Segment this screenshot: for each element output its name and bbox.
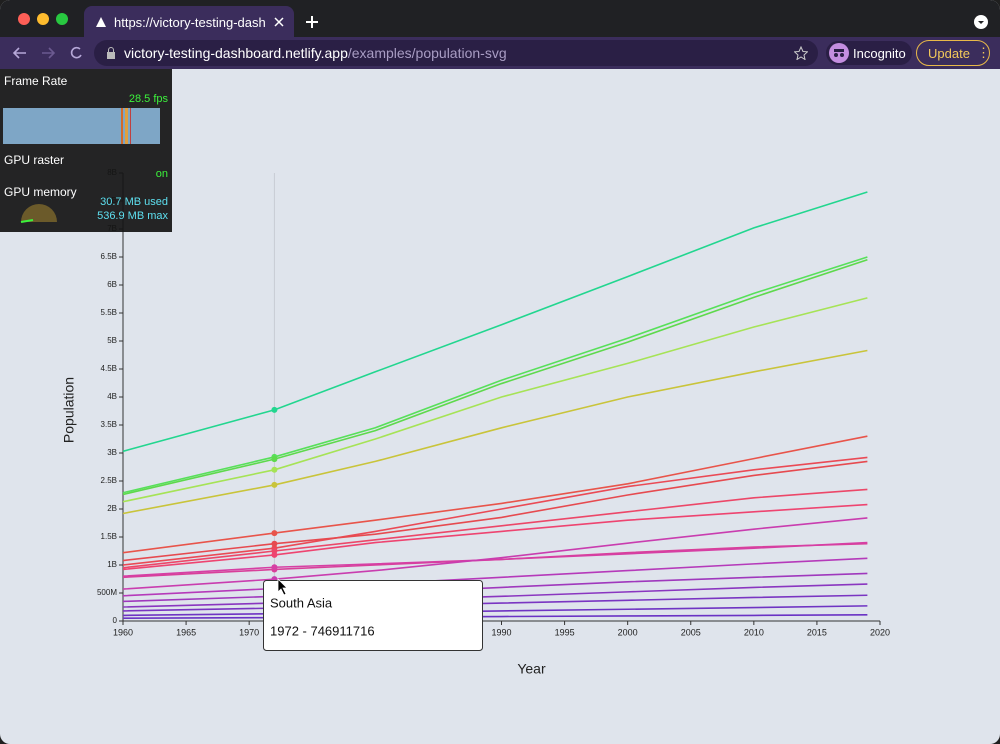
hover-point	[271, 406, 278, 413]
hover-point	[271, 564, 278, 571]
update-button[interactable]: Update ⋮	[916, 40, 990, 66]
series-line	[122, 605, 868, 617]
hover-point	[271, 551, 278, 558]
toolbar: victory-testing-dashboard.netlify.app/ex…	[0, 37, 1000, 69]
hover-point	[271, 540, 278, 547]
tab-close[interactable]	[274, 17, 284, 27]
mouse-cursor	[277, 578, 288, 596]
x-tick-label: 1990	[491, 627, 511, 637]
gpu-raster-value: on	[155, 168, 168, 180]
y-axis-title: Population	[61, 377, 77, 443]
x-tick-label: 1970	[239, 627, 259, 637]
hover-point	[271, 530, 278, 537]
tab-strip: https://victory-testing-dashbo...	[0, 0, 1000, 37]
y-tick-label: 4B	[107, 392, 117, 401]
memory-gauge	[20, 204, 57, 223]
hover-point	[271, 466, 278, 473]
series-line	[122, 259, 868, 496]
tab-search[interactable]	[974, 15, 988, 29]
hover-point	[271, 481, 278, 488]
bookmark-star[interactable]	[794, 46, 808, 60]
fps-overlay: Frame Rate 28.5 fps GPU raster on GPU me…	[0, 69, 172, 232]
x-tick-label: 2000	[618, 627, 638, 637]
x-tick-label: 1965	[176, 627, 196, 637]
y-tick-label: 6B	[107, 280, 117, 289]
series-line	[122, 435, 868, 554]
url-path: /examples/population-svg	[347, 45, 507, 61]
favicon	[96, 17, 106, 27]
x-tick-label: 2005	[681, 627, 701, 637]
hover-point	[271, 456, 278, 463]
y-tick-label: 3B	[107, 448, 117, 457]
gpu-raster-label: GPU raster	[4, 153, 65, 167]
y-tick-label: 0	[113, 616, 118, 625]
x-tick-label: 1995	[555, 627, 575, 637]
x-tick-label: 1960	[113, 627, 133, 637]
incognito-icon	[829, 43, 849, 63]
tab[interactable]: https://victory-testing-dashbo...	[84, 6, 294, 37]
fps-graph	[3, 108, 160, 144]
profile-chip[interactable]: Incognito	[826, 41, 912, 65]
x-axis-title: Year	[517, 661, 546, 677]
memory-used: 30.7 MB used	[100, 196, 168, 208]
gpu-memory-label: GPU memory	[4, 185, 77, 199]
tooltip-title: South Asia	[270, 595, 333, 610]
x-tick-label: 2020	[870, 627, 890, 637]
y-tick-label: 2B	[107, 504, 117, 513]
tab-title: https://victory-testing-dashbo...	[114, 15, 266, 30]
memory-max: 536.9 MB max	[97, 210, 168, 222]
y-tick-label: 500M	[97, 588, 117, 597]
frame-rate-label: Frame Rate	[4, 74, 68, 88]
series-line	[122, 256, 868, 494]
y-tick-label: 1B	[107, 560, 117, 569]
series-line	[122, 191, 868, 453]
series-line	[122, 614, 868, 620]
series-line	[122, 297, 868, 503]
update-label: Update	[928, 46, 970, 61]
x-tick-label: 2015	[807, 627, 827, 637]
profile-label: Incognito	[853, 46, 906, 61]
tooltip-text: 1972 - 746911716	[270, 623, 375, 638]
y-tick-label: 3.5B	[101, 420, 117, 429]
lock-icon	[107, 47, 115, 59]
new-tab[interactable]	[305, 15, 319, 29]
maximize-window[interactable]	[56, 13, 68, 25]
x-tick-label: 2010	[744, 627, 764, 637]
address-bar[interactable]: victory-testing-dashboard.netlify.app/ex…	[94, 40, 818, 66]
y-tick-label: 1.5B	[101, 532, 117, 541]
y-tick-label: 6.5B	[101, 252, 117, 261]
tooltip-box	[263, 580, 483, 651]
y-tick-label: 5B	[107, 336, 117, 345]
y-tick-label: 4.5B	[101, 364, 117, 373]
tooltip: South Asia 1972 - 746911716	[263, 580, 483, 651]
url-host: victory-testing-dashboard.netlify.app	[124, 45, 348, 61]
close-window[interactable]	[18, 13, 30, 25]
series-line	[122, 349, 868, 515]
y-tick-label: 2.5B	[101, 476, 117, 485]
minimize-window[interactable]	[37, 13, 49, 25]
nav-buttons[interactable]	[8, 37, 88, 69]
y-tick-label: 5.5B	[101, 308, 117, 317]
fps-value: 28.5 fps	[128, 93, 168, 105]
